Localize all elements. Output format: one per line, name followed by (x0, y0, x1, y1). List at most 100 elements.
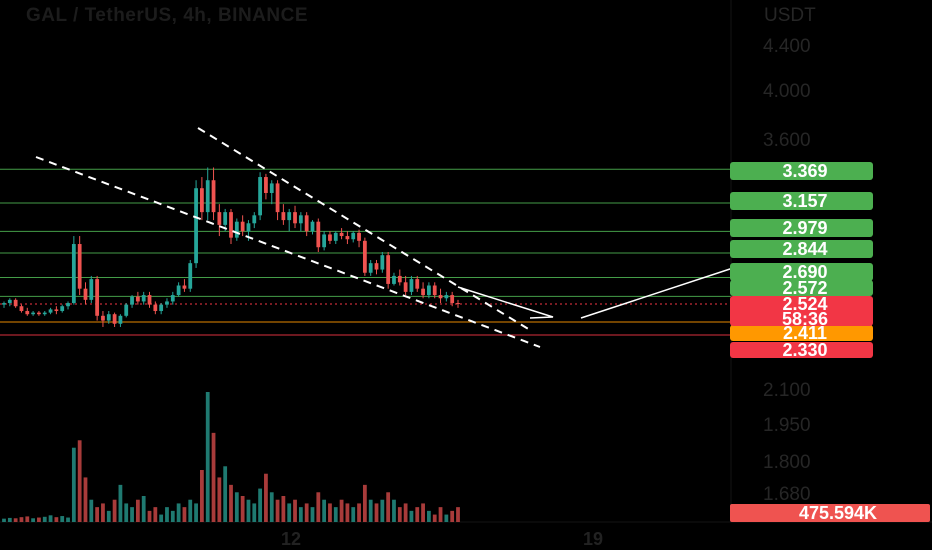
volume-bar (42, 516, 47, 522)
volume-bar (362, 484, 367, 522)
volume-bar (450, 510, 455, 522)
currency-label: USDT (764, 5, 816, 26)
volume-bar (141, 496, 146, 522)
volume-bar (333, 507, 338, 522)
volume-bar (322, 499, 327, 522)
candle-body (54, 309, 59, 312)
candle-body (223, 212, 228, 225)
candle-body (182, 285, 187, 289)
volume-badge (730, 504, 930, 522)
volume-bar (281, 496, 286, 522)
candle-body (7, 299, 12, 304)
volume-bar (106, 510, 111, 522)
candle-body (298, 215, 303, 224)
price-badge (730, 280, 873, 296)
candle-body (450, 295, 455, 304)
candle-body (229, 212, 233, 238)
volume-bar (89, 499, 94, 522)
y-tick-label: 1.800 (763, 452, 811, 473)
volume-bar (438, 507, 443, 522)
volume-bar (200, 470, 204, 522)
candle-body (31, 312, 35, 315)
candle-body (246, 223, 251, 232)
volume-bar (403, 503, 408, 522)
volume-bar (397, 507, 402, 522)
volume-bar (130, 507, 134, 522)
candle-body (170, 295, 175, 302)
price-badge (730, 325, 873, 341)
candle-body (287, 212, 292, 221)
y-tick-label: 3.600 (763, 130, 811, 151)
volume-bar (357, 503, 361, 522)
chart-title: GAL / TetherUS, 4h, BINANCE (26, 5, 308, 26)
volume-bar (170, 510, 175, 522)
volume-bar (66, 517, 70, 522)
volume-bar (345, 503, 350, 522)
volume-bar (427, 510, 431, 522)
candle-body (339, 232, 344, 237)
candle-body (176, 285, 181, 296)
volume-bar (7, 517, 12, 522)
candle-body (310, 221, 315, 232)
candle-body (19, 306, 24, 312)
candle-body (217, 212, 222, 225)
price-badge-label: 2.979 (782, 218, 827, 238)
channel-upper-line (197, 127, 531, 331)
candle-body (380, 255, 385, 270)
volume-bar (31, 518, 35, 522)
volume-bar (147, 510, 152, 522)
candle-body (147, 295, 152, 305)
x-tick-label: 19 (583, 529, 603, 549)
candle-body (37, 312, 41, 315)
candle-body (351, 232, 356, 240)
candle-body (293, 212, 297, 224)
candle-body (432, 285, 437, 296)
candle-body (304, 215, 309, 232)
price-badge-label: 3.157 (782, 191, 827, 211)
price-badge (730, 240, 873, 258)
candle-body (456, 303, 460, 305)
candle-body (66, 303, 70, 307)
volume-bar (205, 392, 210, 522)
candle-body (25, 311, 30, 315)
volume-bar (188, 499, 193, 522)
candle-body (258, 177, 262, 216)
candle-body (112, 314, 117, 324)
candle-body (345, 236, 350, 240)
candle-body (77, 244, 82, 289)
volume-bar (275, 499, 280, 522)
candle-body (234, 221, 239, 238)
candle-body (397, 275, 402, 283)
volume-bar (269, 492, 274, 522)
candle-body (118, 315, 123, 324)
x-tick-label: 12 (281, 529, 301, 549)
price-badge (730, 192, 873, 210)
volume-bar (217, 477, 222, 522)
price-badge (730, 162, 873, 180)
volume-bar (194, 503, 198, 522)
volume-bar (48, 515, 53, 522)
candle-body (135, 296, 140, 302)
projection-arrow-down (457, 286, 554, 319)
volume-bar (159, 514, 164, 522)
volume-bar (293, 499, 297, 522)
countdown-label: 58:36 (782, 309, 828, 329)
candle-body (438, 295, 443, 299)
volume-bar (368, 499, 373, 522)
candle-body (211, 180, 216, 213)
candle-body (89, 279, 94, 300)
price-badge-label: 2.330 (782, 340, 827, 360)
volume-bar (392, 499, 396, 522)
candle-body (322, 234, 327, 248)
volume-bar (118, 484, 123, 522)
price-badge-label: 2.844 (782, 239, 827, 259)
candle-body (281, 212, 286, 221)
volume-bar (246, 499, 251, 522)
candle-body (124, 304, 129, 316)
volume-bar (374, 503, 379, 522)
volume-bar (351, 507, 356, 522)
volume-bar (95, 507, 100, 522)
candle-body (275, 183, 280, 213)
